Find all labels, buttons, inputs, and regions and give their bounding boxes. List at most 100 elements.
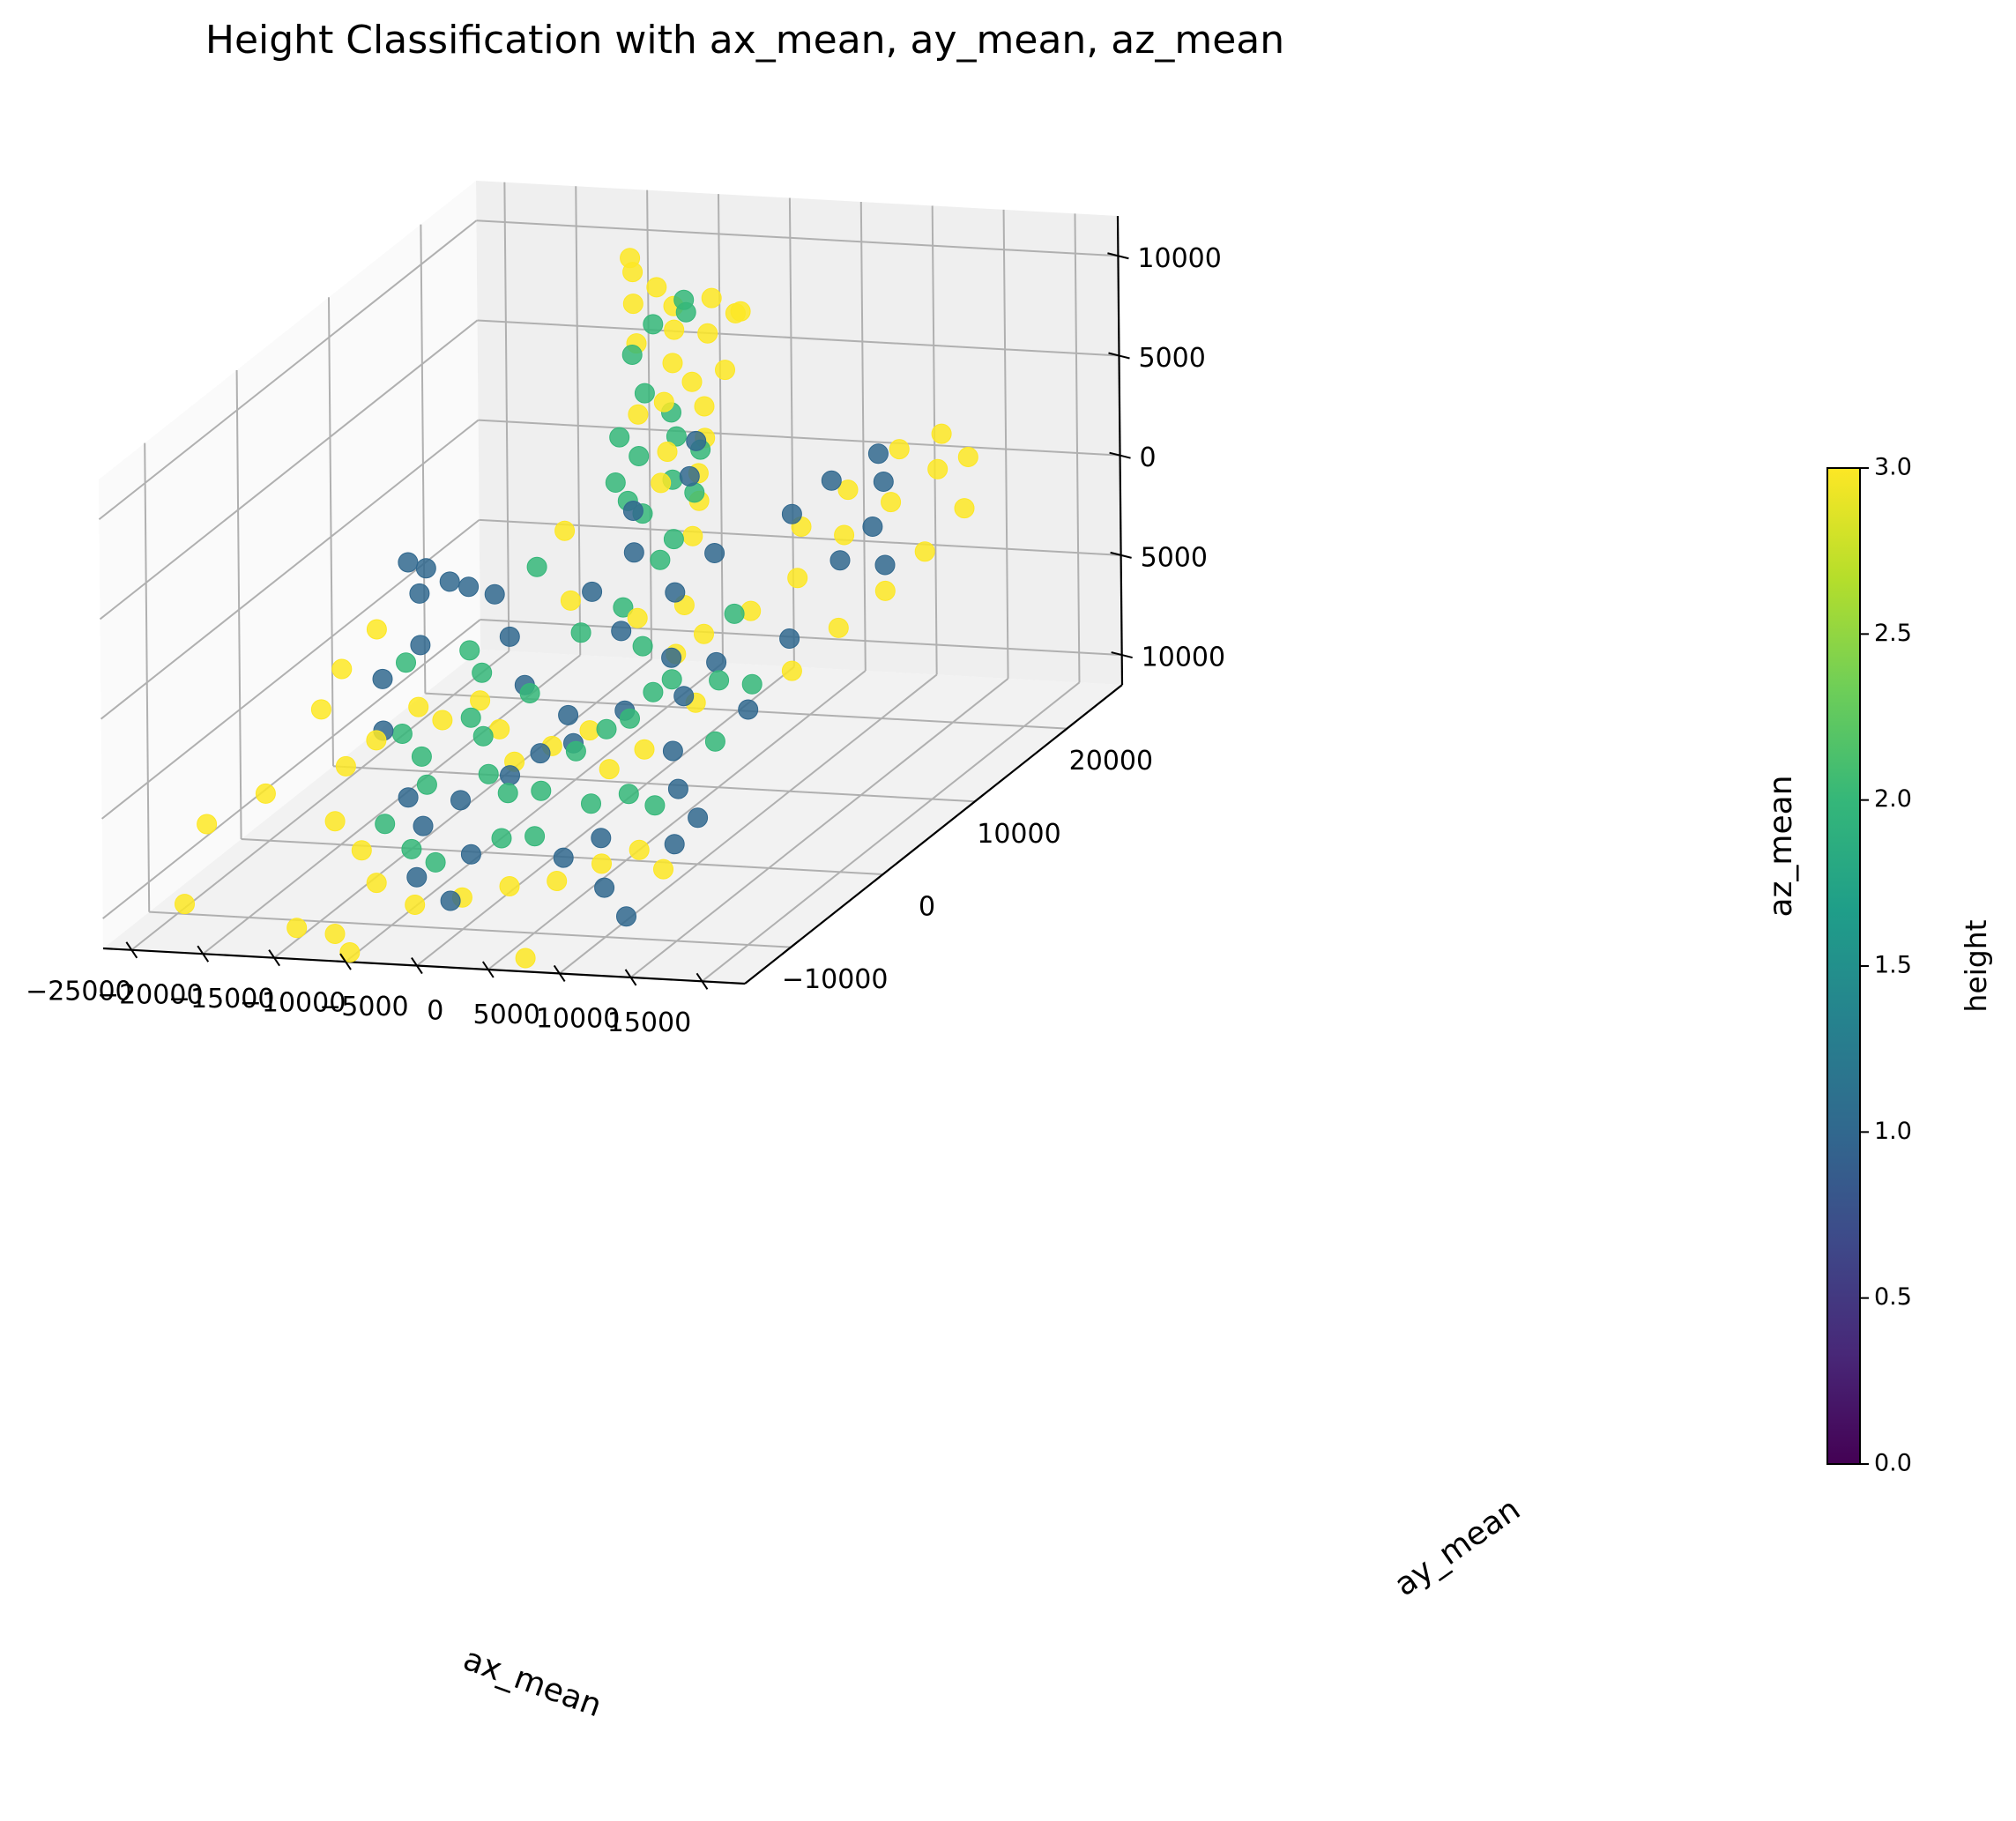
data-point-height-1: [862, 517, 883, 537]
colorbar-label: height: [1959, 919, 1993, 1012]
data-point-height-3: [366, 873, 387, 894]
data-point-height-2: [581, 793, 601, 814]
data-point-height-3: [781, 660, 802, 681]
data-point-height-1: [594, 877, 615, 898]
data-point-height-3: [787, 568, 808, 589]
y-tick-mark: [1057, 720, 1076, 737]
data-point-height-1: [500, 765, 520, 786]
data-point-height-2: [524, 826, 546, 847]
data-point-height-2: [673, 289, 695, 310]
data-point-height-1: [553, 847, 574, 868]
data-point-height-3: [622, 294, 643, 315]
data-point-height-3: [653, 391, 674, 413]
data-point-height-3: [629, 839, 650, 860]
data-point-height-3: [560, 590, 581, 611]
data-point-height-1: [458, 576, 480, 598]
data-point-height-3: [634, 739, 655, 760]
z-tick-mark: [1111, 651, 1133, 659]
data-point-height-1: [372, 668, 393, 689]
data-point-height-3: [651, 472, 672, 494]
data-point-height-1: [662, 740, 683, 762]
x-grid-back: [503, 182, 510, 651]
data-point-height-1: [439, 571, 460, 592]
data-point-height-3: [627, 607, 648, 628]
data-point-height-3: [834, 524, 855, 546]
data-point-height-1: [738, 699, 759, 720]
data-point-height-2: [565, 740, 586, 762]
data-point-height-2: [375, 814, 396, 835]
colorbar-tick-label: 0.0: [1874, 1450, 1912, 1477]
z-tick-mark: [1110, 551, 1132, 559]
z-tick-label: 0: [1140, 442, 1157, 473]
y-tick-label: 20000: [1069, 746, 1153, 777]
z-tick-mark: [1108, 352, 1130, 360]
x-grid-floor: [202, 654, 581, 955]
data-point-height-1: [484, 583, 505, 605]
data-point-height-2: [478, 763, 499, 784]
x-axis-label: ax_mean: [458, 1641, 606, 1724]
x-tick-label: −10000: [240, 988, 346, 1019]
z-axis-line: [1116, 215, 1124, 686]
data-point-height-2: [661, 669, 682, 690]
data-point-height-1: [667, 778, 688, 799]
data-point-height-2: [596, 718, 617, 740]
data-point-height-2: [663, 529, 684, 550]
y-grid-floor: [149, 910, 792, 948]
data-point-height-1: [665, 582, 686, 603]
x-tick-label: 15000: [607, 1007, 691, 1038]
z-grid-left: [99, 319, 479, 621]
data-point-height-3: [622, 262, 643, 283]
data-point-height-3: [366, 730, 387, 751]
data-point-height-1: [679, 465, 700, 487]
x-grid-back: [788, 197, 795, 667]
data-point-height-2: [570, 622, 591, 643]
data-point-height-3: [470, 690, 491, 711]
y-axis-label: ay_mean: [1388, 1491, 1527, 1603]
data-point-height-2: [497, 783, 518, 804]
y-grid-left: [144, 442, 151, 912]
data-point-height-3: [657, 442, 678, 462]
x-tick-mark: [553, 964, 566, 982]
data-point-height-3: [255, 783, 276, 804]
data-point-height-2: [526, 556, 547, 577]
data-point-height-2: [396, 652, 416, 673]
data-point-height-3: [432, 710, 453, 731]
data-point-height-2: [643, 314, 664, 335]
data-point-height-2: [401, 838, 422, 859]
data-point-height-1: [686, 430, 707, 451]
y-grid-left: [327, 297, 334, 767]
data-point-height-1: [410, 635, 431, 656]
data-point-height-1: [616, 906, 636, 927]
colorbar-tick-label: 1.0: [1874, 1118, 1912, 1145]
y-tick-label: −10000: [782, 964, 889, 995]
data-point-height-3: [554, 520, 576, 541]
y-grid-floor: [332, 765, 976, 803]
x-tick-label: 10000: [536, 1003, 620, 1034]
x-tick-label: 5000: [473, 1000, 540, 1030]
data-point-height-3: [957, 447, 978, 467]
x-tick-label: −5000: [319, 992, 408, 1022]
x-grid-floor: [629, 678, 1009, 978]
z-grid-left: [98, 219, 478, 521]
data-point-height-3: [682, 525, 703, 546]
z-grid-left: [102, 619, 481, 919]
x-grid-back: [1074, 213, 1081, 683]
data-point-height-3: [837, 479, 859, 501]
data-point-height-3: [628, 404, 649, 425]
z-tick-mark: [1109, 451, 1131, 459]
data-point-height-3: [715, 360, 735, 381]
data-point-height-2: [644, 795, 666, 816]
y-tick-mark: [965, 793, 985, 810]
z-tick-mark: [1107, 252, 1129, 260]
y-grid-left: [235, 369, 242, 839]
data-point-height-3: [931, 423, 952, 444]
colorbar-tick-label: 2.5: [1874, 620, 1912, 647]
data-point-height-1: [582, 581, 603, 602]
floor-pane: [103, 650, 1122, 984]
data-point-height-2: [666, 426, 687, 447]
data-point-height-2: [416, 774, 437, 795]
data-point-height-3: [324, 924, 346, 944]
data-point-height-1: [829, 550, 851, 571]
data-point-height-1: [398, 552, 419, 573]
y-tick-label: 10000: [977, 819, 1060, 850]
